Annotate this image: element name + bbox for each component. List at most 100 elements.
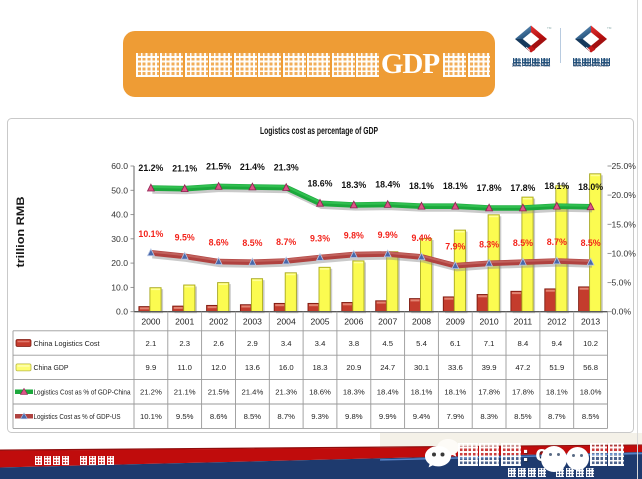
svg-text:2012: 2012 [547, 317, 566, 327]
svg-text:9.4%: 9.4% [411, 233, 431, 243]
svg-text:21.4%: 21.4% [241, 388, 263, 397]
svg-text:8.7%: 8.7% [277, 412, 295, 421]
svg-text:18.6%: 18.6% [309, 388, 331, 397]
svg-text:8.7%: 8.7% [547, 237, 567, 247]
svg-text:21.4%: 21.4% [240, 162, 265, 172]
svg-text:0.0: 0.0 [116, 307, 128, 317]
svg-text:18.3: 18.3 [313, 363, 328, 372]
svg-text:3.4: 3.4 [315, 339, 326, 348]
svg-text:18.3%: 18.3% [341, 180, 366, 190]
svg-text:8.4: 8.4 [518, 339, 529, 348]
svg-text:18.4%: 18.4% [375, 180, 400, 190]
svg-text:17.8%: 17.8% [512, 388, 534, 397]
svg-text:8.5%: 8.5% [242, 238, 262, 248]
svg-text:TM: TM [607, 26, 612, 30]
svg-text:18.1%: 18.1% [409, 181, 434, 191]
svg-text:4.5: 4.5 [382, 339, 393, 348]
svg-text:17.8%: 17.8% [477, 183, 502, 193]
svg-text:56.8: 56.8 [583, 363, 598, 372]
svg-text:11.0: 11.0 [178, 363, 192, 372]
svg-text:2009: 2009 [446, 317, 465, 327]
svg-text:3.8: 3.8 [348, 339, 359, 348]
svg-text:7.1: 7.1 [484, 339, 495, 348]
svg-text:21.1%: 21.1% [174, 388, 196, 397]
svg-text:17.8%: 17.8% [478, 388, 500, 397]
svg-text:7.9%: 7.9% [445, 242, 465, 252]
svg-text:20.9: 20.9 [346, 363, 361, 372]
svg-text:3.4: 3.4 [281, 339, 292, 348]
svg-text:2003: 2003 [243, 317, 262, 327]
svg-text:9.9: 9.9 [146, 363, 157, 372]
svg-text:8.6%: 8.6% [209, 238, 229, 248]
svg-text:10.2: 10.2 [583, 339, 598, 348]
svg-text:21.2%: 21.2% [138, 163, 163, 173]
svg-text:2.1: 2.1 [146, 339, 157, 348]
svg-text:8.3%: 8.3% [479, 239, 499, 249]
svg-text:China GDP: China GDP [34, 363, 69, 372]
svg-text:18.1%: 18.1% [544, 181, 569, 191]
svg-text:9.5%: 9.5% [175, 232, 195, 242]
svg-text:39.9: 39.9 [482, 363, 497, 372]
svg-text:2008: 2008 [412, 317, 431, 327]
svg-text:9.9%: 9.9% [379, 412, 397, 421]
svg-text:16.0: 16.0 [279, 363, 294, 372]
svg-text:8.6%: 8.6% [210, 412, 228, 421]
svg-text:2.3: 2.3 [179, 339, 190, 348]
svg-text:9.5%: 9.5% [176, 412, 194, 421]
svg-text:21.2%: 21.2% [140, 388, 162, 397]
svg-text:9.8%: 9.8% [344, 231, 364, 241]
svg-text:2011: 2011 [514, 317, 533, 327]
svg-text:8.7%: 8.7% [548, 412, 566, 421]
svg-text:25.0%: 25.0% [612, 161, 637, 171]
svg-text:17.8%: 17.8% [510, 183, 535, 193]
svg-text:21.5%: 21.5% [206, 161, 231, 171]
svg-text:21.3%: 21.3% [274, 163, 299, 173]
svg-text:2004: 2004 [277, 317, 296, 327]
svg-text:8.5%: 8.5% [514, 412, 532, 421]
svg-text:18.1%: 18.1% [443, 181, 468, 191]
svg-text:47.2: 47.2 [515, 363, 530, 372]
svg-text:TM: TM [547, 26, 552, 30]
svg-text:8.3%: 8.3% [480, 412, 498, 421]
svg-text:8.7%: 8.7% [276, 237, 296, 247]
svg-text:21.1%: 21.1% [172, 164, 197, 174]
svg-text:2.6: 2.6 [213, 339, 224, 348]
svg-text:2007: 2007 [378, 317, 397, 327]
svg-text:trillion RMB: trillion RMB [15, 197, 27, 268]
svg-text:2000: 2000 [141, 317, 160, 327]
svg-text:2010: 2010 [480, 317, 499, 327]
svg-text:10.1%: 10.1% [140, 412, 162, 421]
svg-text:10.0: 10.0 [111, 282, 128, 292]
svg-text:2001: 2001 [175, 317, 194, 327]
svg-text:8.5%: 8.5% [244, 412, 262, 421]
svg-text:9.4: 9.4 [551, 339, 562, 348]
svg-text:Logistics Cost as % of GDP-Chi: Logistics Cost as % of GDP-China [34, 388, 132, 397]
svg-text:9.4%: 9.4% [413, 412, 431, 421]
svg-text:7.9%: 7.9% [447, 412, 465, 421]
svg-text:5.0%: 5.0% [612, 278, 632, 288]
svg-text:0.0%: 0.0% [612, 307, 632, 317]
svg-text:13.6: 13.6 [245, 363, 260, 372]
svg-text:2013: 2013 [581, 317, 600, 327]
svg-text:8.5%: 8.5% [513, 238, 533, 248]
svg-text:5.4: 5.4 [416, 339, 427, 348]
svg-text:18.4%: 18.4% [377, 388, 399, 397]
svg-text:18.0%: 18.0% [578, 182, 603, 192]
svg-text:8.5%: 8.5% [581, 238, 601, 248]
svg-text:8.5%: 8.5% [582, 412, 600, 421]
svg-text:15.0%: 15.0% [612, 219, 637, 229]
svg-text:10.1%: 10.1% [138, 229, 163, 239]
svg-text:18.1%: 18.1% [546, 388, 568, 397]
svg-text:24.7: 24.7 [380, 363, 395, 372]
svg-text:9.9%: 9.9% [378, 230, 398, 240]
svg-text:10.0%: 10.0% [612, 248, 637, 258]
svg-text:18.0%: 18.0% [580, 388, 602, 397]
svg-text:9.3%: 9.3% [310, 234, 330, 244]
svg-text:12.0: 12.0 [211, 363, 226, 372]
svg-text:2002: 2002 [209, 317, 228, 327]
svg-text:China Logistics Cost: China Logistics Cost [34, 339, 100, 348]
svg-text:30.1: 30.1 [414, 363, 429, 372]
svg-text:50.0: 50.0 [111, 185, 128, 195]
svg-text:2006: 2006 [344, 317, 363, 327]
svg-text:20.0: 20.0 [111, 258, 128, 268]
